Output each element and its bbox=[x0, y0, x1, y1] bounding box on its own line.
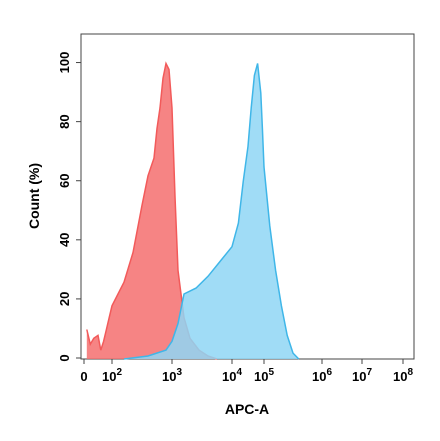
x-tick-label: 105 bbox=[254, 367, 274, 384]
x-tick-label: 108 bbox=[393, 367, 413, 384]
x-tick-label: 103 bbox=[162, 367, 182, 384]
x-tick-label: 0 bbox=[80, 369, 87, 384]
x-tick-label: 106 bbox=[312, 367, 332, 384]
series-1-area bbox=[86, 63, 217, 359]
y-tick-label: 0 bbox=[57, 354, 72, 361]
y-axis-title: Count (%) bbox=[26, 163, 42, 229]
x-axis-title: APC-A bbox=[225, 401, 269, 417]
series-2-line bbox=[123, 63, 300, 360]
y-tick-label: 20 bbox=[57, 292, 72, 306]
y-tick-label: 80 bbox=[57, 114, 72, 128]
y-tick-label: 100 bbox=[57, 52, 72, 74]
y-ticks: 0 20 40 60 80 100 bbox=[57, 52, 81, 362]
x-tick-label: 102 bbox=[102, 367, 122, 384]
y-tick-label: 60 bbox=[57, 173, 72, 187]
y-tick-label: 40 bbox=[57, 233, 72, 247]
x-tick-label: 107 bbox=[352, 367, 372, 384]
x-ticks: 0 102 103 104 105 106 107 108 bbox=[80, 359, 413, 384]
series-2-area bbox=[124, 63, 299, 359]
x-tick-label: 104 bbox=[222, 367, 242, 384]
series-layer bbox=[86, 61, 300, 360]
